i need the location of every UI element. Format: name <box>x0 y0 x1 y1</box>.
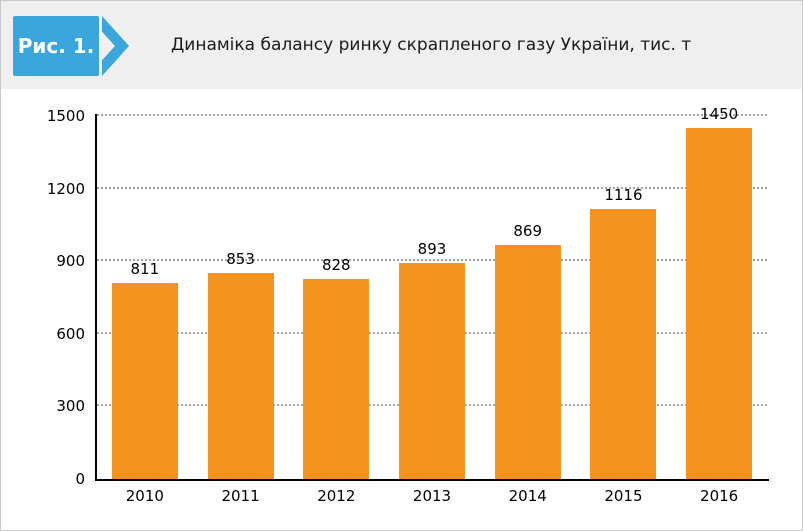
figure-header: Рис. 1. Динаміка балансу ринку скраплено… <box>1 1 802 89</box>
bar-chart: 0 300 600 900 1200 1500 811 853 828 893 869 1116 14… <box>1 89 802 530</box>
bar-2014 <box>494 244 561 479</box>
bar-value-label: 828 <box>321 255 351 274</box>
x-axis-tick-label: 2010 <box>125 487 164 505</box>
bar-2010 <box>111 282 178 479</box>
x-axis: 2010 2011 2012 2013 2014 2015 2016 <box>97 487 767 511</box>
bar-2011 <box>207 272 274 479</box>
bar-2015 <box>590 208 657 479</box>
y-axis-tick-label: 1500 <box>46 107 85 125</box>
y-axis-tick-label: 1200 <box>46 179 85 198</box>
bar-2016 <box>686 128 753 479</box>
x-axis-tick-label: 2013 <box>412 487 452 505</box>
y-axis-line <box>95 114 97 481</box>
bar-value-label: 893 <box>417 239 447 258</box>
bar-value-label: 811 <box>130 259 160 278</box>
y-axis-tick-label: 300 <box>56 397 85 416</box>
bar-value-label: 853 <box>226 249 255 268</box>
chevron-right-icon <box>102 16 129 76</box>
plot-area: 811 853 828 893 869 1116 1450 <box>97 105 767 479</box>
gridline <box>97 114 767 116</box>
bar-value-label: 1450 <box>700 105 739 124</box>
x-axis-tick-label: 2014 <box>508 487 547 505</box>
figure-number-label: Рис. 1. <box>17 34 95 58</box>
figure-title: Динаміка балансу ринку скрапленого газу … <box>171 35 692 55</box>
figure-number-badge: Рис. 1. <box>13 16 99 76</box>
bar-value-label: 1116 <box>604 185 643 204</box>
gridline <box>97 186 767 189</box>
x-axis-tick-label: 2012 <box>317 487 356 505</box>
bar-value-label: 869 <box>513 221 543 240</box>
y-axis-tick-label: 600 <box>56 324 85 343</box>
bar-2013 <box>399 262 465 479</box>
y-axis: 0 300 600 900 1200 1500 <box>35 107 85 488</box>
y-axis-tick-label: 900 <box>56 252 85 271</box>
x-axis-tick-label: 2011 <box>221 487 260 505</box>
bar-2012 <box>303 278 370 479</box>
x-axis-tick-label: 2015 <box>604 487 643 505</box>
gridline <box>97 259 767 262</box>
y-axis-tick-label: 0 <box>75 470 85 488</box>
x-axis-line <box>95 479 769 481</box>
x-axis-tick-label: 2016 <box>700 487 739 505</box>
